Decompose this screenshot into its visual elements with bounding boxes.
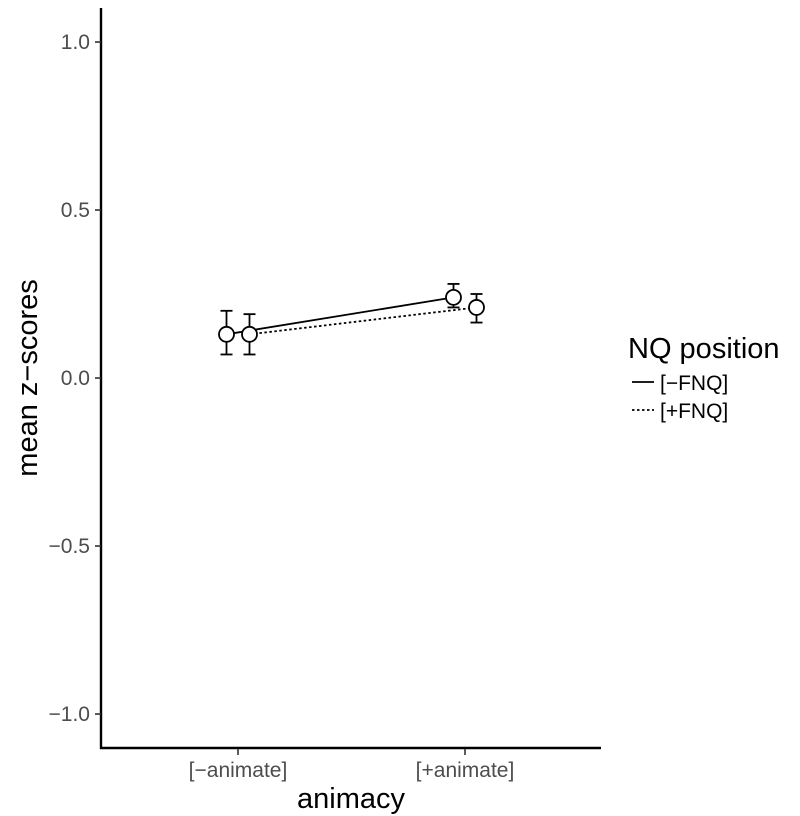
series-layer <box>218 283 485 356</box>
y-tick-label: −0.5 <box>49 535 90 558</box>
data-point <box>218 325 235 343</box>
y-tick-label: 0.0 <box>61 367 90 390</box>
data-point <box>468 299 485 316</box>
x-tick-label: [+animate] <box>416 759 515 782</box>
series-line <box>226 296 454 336</box>
legend-title: NQ position <box>628 333 780 365</box>
y-ticks: 1.0 0.5 0.0 −0.5 −1.0 <box>49 31 101 726</box>
y-tick-label: 1.0 <box>61 31 90 54</box>
x-axis-title: animacy <box>297 783 405 815</box>
axes <box>99 8 601 750</box>
series-line <box>249 306 477 336</box>
legend: NQ position [−FNQ] [+FNQ] <box>628 333 780 423</box>
x-ticks: [−animate] [+animate] <box>189 749 515 782</box>
legend-label-fnq-plus: [+FNQ] <box>660 400 728 423</box>
y-tick-label: −1.0 <box>49 703 90 726</box>
data-point <box>241 325 258 343</box>
y-axis-title: mean z−scores <box>12 279 44 476</box>
legend-label-fnq-minus: [−FNQ] <box>660 372 728 395</box>
y-tick-label: 0.5 <box>61 199 90 222</box>
data-point <box>445 288 462 306</box>
x-tick-label: [−animate] <box>189 759 288 782</box>
